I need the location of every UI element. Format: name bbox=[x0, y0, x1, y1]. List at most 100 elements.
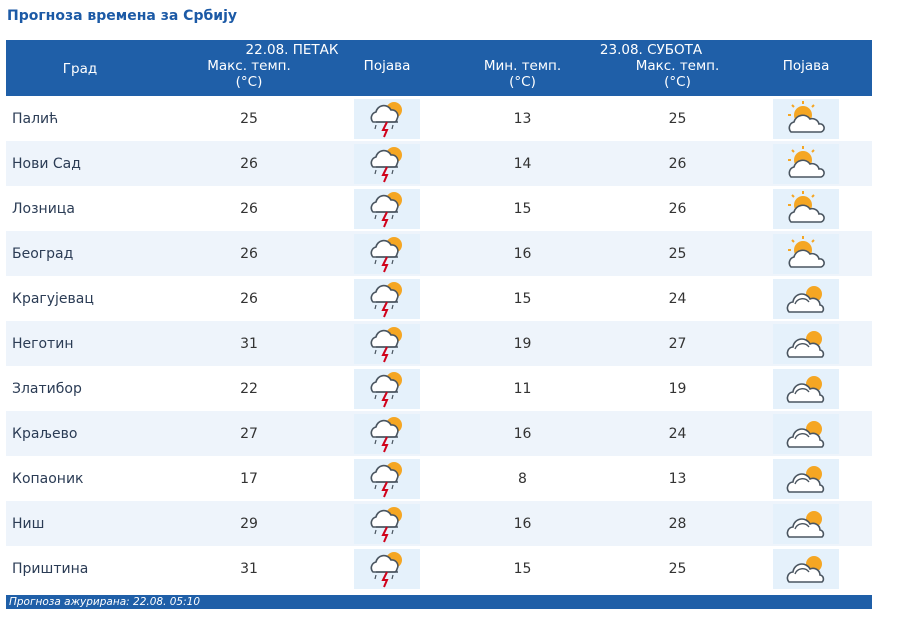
day2-phenomenon bbox=[740, 546, 872, 591]
city-name: Копаоник bbox=[12, 470, 84, 487]
thunderstorm-icon bbox=[354, 188, 420, 229]
day2-phenomenon bbox=[740, 411, 873, 456]
city-name: Нови Сад bbox=[6, 141, 154, 186]
day2-min-temp: 13 bbox=[513, 110, 532, 127]
table-row: Златибор 22 11 19 bbox=[6, 366, 872, 411]
page-title: Прогноза времена за Србију bbox=[7, 8, 237, 24]
update-footer: Прогноза ажурирана: 22.08. 05:10 bbox=[6, 595, 872, 609]
partly-cloudy-icon bbox=[773, 98, 840, 139]
mostly-cloudy-icon bbox=[773, 413, 840, 454]
day2-header: 23.08. СУБОТА bbox=[430, 40, 873, 58]
day1-max-temp: 31 bbox=[240, 560, 258, 577]
city-name: Крагујевац bbox=[12, 290, 94, 307]
thunderstorm-icon bbox=[354, 233, 420, 274]
mostly-cloudy-icon bbox=[773, 458, 840, 499]
day2-phenomenon bbox=[740, 276, 872, 321]
thunderstorm-icon bbox=[354, 413, 420, 454]
day1-max-temp: 25 bbox=[240, 110, 258, 127]
day1-max-temp: 17 bbox=[240, 470, 258, 487]
day2-phenomenon bbox=[740, 96, 872, 141]
table-row: Копаоник 17 8 13 bbox=[6, 456, 872, 501]
city-name: Приштина bbox=[12, 560, 89, 577]
day1-max-temp-header: Макс. темп. (°C) bbox=[154, 58, 344, 96]
day2-min-temp-header: Мин. темп. (°C) bbox=[430, 58, 616, 96]
city-name: Неготин bbox=[6, 321, 154, 366]
city-name: Београд bbox=[6, 231, 154, 276]
thunderstorm-icon bbox=[354, 368, 420, 409]
update-time: Прогноза ажурирана: 22.08. 05:10 bbox=[9, 596, 201, 608]
city-name: Лозница bbox=[12, 200, 75, 217]
city-name: Краљево bbox=[6, 411, 154, 456]
table-row: Палић 25 13 25 bbox=[6, 96, 872, 141]
table-row: Неготин 31 19 27 bbox=[6, 321, 873, 366]
day2-min-temp: 16 bbox=[430, 231, 616, 276]
day1-phenomenon-header: Појава bbox=[344, 58, 431, 96]
partly-cloudy-icon bbox=[773, 188, 840, 229]
day2-max-temp: 13 bbox=[668, 470, 687, 487]
day2-max-temp: 25 bbox=[668, 110, 687, 127]
day1-max-temp: 31 bbox=[154, 321, 344, 366]
mostly-cloudy-icon bbox=[773, 278, 840, 319]
day2-min-temp: 11 bbox=[513, 380, 532, 397]
day1-max-temp: 29 bbox=[154, 501, 344, 546]
city-name: Палић bbox=[12, 110, 59, 127]
day2-min-temp: 15 bbox=[513, 560, 532, 577]
thunderstorm-icon bbox=[354, 503, 420, 544]
table-row: Краљево 27 16 24 bbox=[6, 411, 873, 456]
day2-min-temp: 14 bbox=[430, 141, 616, 186]
day1-phenomenon bbox=[344, 366, 430, 411]
day1-phenomenon bbox=[344, 411, 431, 456]
day1-phenomenon bbox=[344, 456, 430, 501]
thunderstorm-icon bbox=[354, 278, 420, 319]
day2-phenomenon bbox=[740, 186, 872, 231]
day2-phenomenon bbox=[740, 366, 872, 411]
day2-max-temp: 19 bbox=[668, 380, 687, 397]
day1-phenomenon bbox=[344, 276, 430, 321]
table-row: Приштина 31 15 25 bbox=[6, 546, 872, 591]
table-row: Нови Сад 26 14 26 bbox=[6, 141, 873, 186]
city-name: Златибор bbox=[12, 380, 82, 397]
day1-max-temp: 26 bbox=[240, 200, 258, 217]
day1-phenomenon bbox=[344, 141, 431, 186]
day2-phenomenon bbox=[740, 456, 872, 501]
day2-phenomenon bbox=[740, 231, 873, 276]
day1-max-temp: 26 bbox=[154, 141, 344, 186]
day2-phenomenon bbox=[740, 501, 873, 546]
day1-max-temp: 26 bbox=[240, 290, 258, 307]
day1-max-temp: 26 bbox=[154, 231, 344, 276]
thunderstorm-icon bbox=[354, 143, 420, 184]
day2-max-temp: 24 bbox=[615, 411, 741, 456]
day1-phenomenon bbox=[344, 501, 431, 546]
day2-max-temp: 24 bbox=[668, 290, 687, 307]
mostly-cloudy-icon bbox=[773, 503, 840, 544]
mostly-cloudy-icon bbox=[773, 368, 840, 409]
table-row: Београд 26 16 25 bbox=[6, 231, 873, 276]
day1-phenomenon bbox=[344, 96, 430, 141]
thunderstorm-icon bbox=[354, 548, 420, 589]
day1-phenomenon bbox=[344, 546, 430, 591]
partly-cloudy-icon bbox=[773, 143, 840, 184]
day2-max-temp: 27 bbox=[615, 321, 741, 366]
day2-min-temp: 16 bbox=[430, 501, 616, 546]
day2-phenomenon-header: Појава bbox=[740, 58, 873, 96]
day2-phenomenon bbox=[740, 141, 873, 186]
forecast-table: Град 22.08. ПЕТАК 23.08. СУБОТА Макс. те… bbox=[6, 40, 873, 591]
thunderstorm-icon bbox=[354, 98, 420, 139]
day2-min-temp: 19 bbox=[430, 321, 616, 366]
table-row: Ниш 29 16 28 bbox=[6, 501, 873, 546]
day2-min-temp: 8 bbox=[518, 470, 527, 487]
table-row: Крагујевац 26 15 24 bbox=[6, 276, 872, 321]
partly-cloudy-icon bbox=[773, 233, 840, 274]
thunderstorm-icon bbox=[354, 323, 420, 364]
day2-max-temp-header: Макс. темп. (°C) bbox=[615, 58, 741, 96]
day2-min-temp: 16 bbox=[430, 411, 616, 456]
day1-header: 22.08. ПЕТАК bbox=[154, 40, 431, 58]
day1-phenomenon bbox=[344, 231, 431, 276]
city-column-header: Град bbox=[6, 40, 154, 96]
day2-min-temp: 15 bbox=[513, 200, 532, 217]
mostly-cloudy-icon bbox=[773, 548, 840, 589]
day2-max-temp: 28 bbox=[615, 501, 741, 546]
day1-max-temp: 22 bbox=[240, 380, 258, 397]
day1-phenomenon bbox=[344, 321, 431, 366]
day1-max-temp: 27 bbox=[154, 411, 344, 456]
